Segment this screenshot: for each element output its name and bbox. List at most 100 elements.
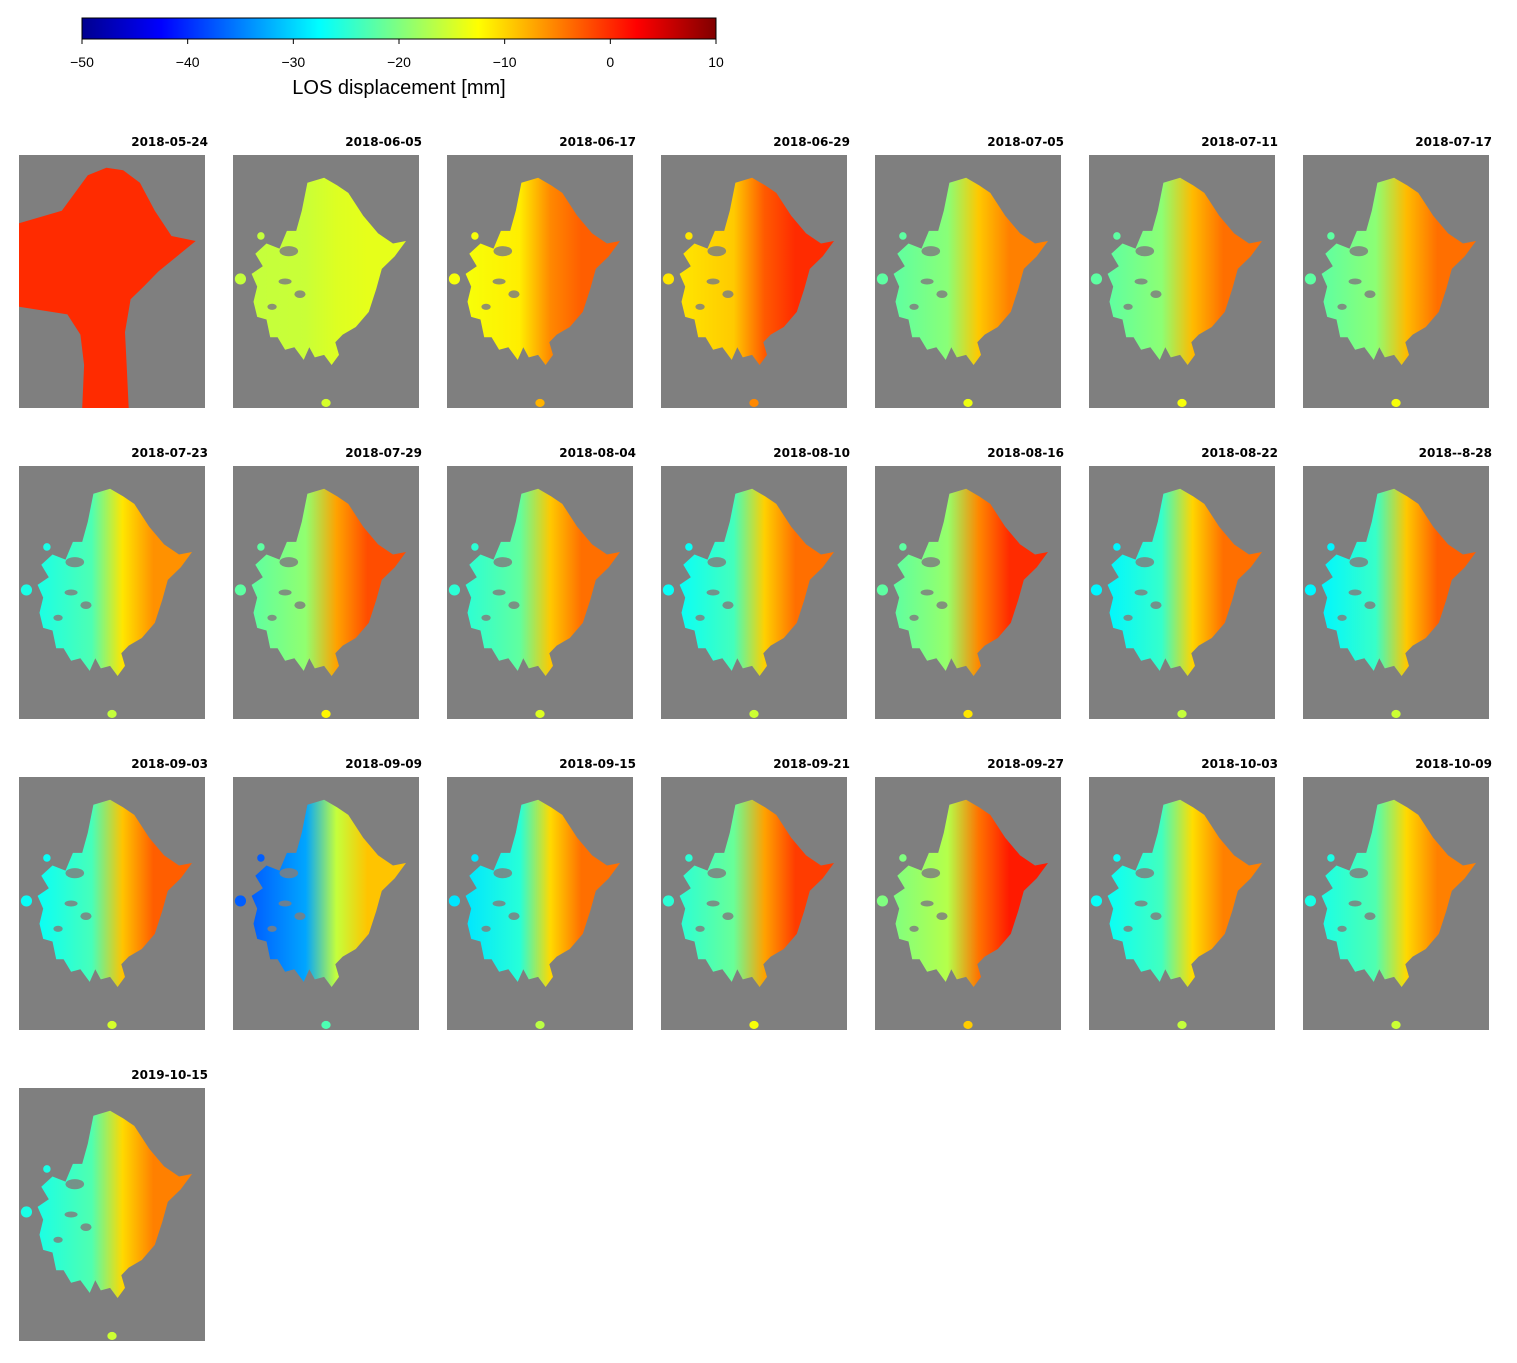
colorbar-label: LOS displacement [mm] xyxy=(292,77,505,99)
islet-region xyxy=(43,854,51,862)
panel-date-label: 2018-07-29 xyxy=(345,446,422,460)
panel-date-label: 2018-07-17 xyxy=(1415,135,1492,149)
colorbar-svg: −50 −40 −30 −20 −10 0 10 LOS displacement [mm] xyxy=(70,17,724,99)
islet-region xyxy=(749,709,759,718)
colorbar-gradient xyxy=(81,17,717,40)
panel-date-label: 2019-10-15 xyxy=(131,1068,208,1082)
displacement-map-svg xyxy=(448,177,620,407)
panel-date-label: 2018-05-24 xyxy=(131,135,208,149)
displacement-region xyxy=(893,799,1048,987)
panel-date-label: 2018-08-16 xyxy=(987,446,1064,460)
islet-region xyxy=(43,1165,51,1173)
displacement-region xyxy=(1107,177,1262,365)
no-data-gap xyxy=(267,614,277,621)
panel-date-label: 2018-08-10 xyxy=(773,446,850,460)
displacement-map-svg xyxy=(1090,488,1262,718)
panel-date-label: 2018-10-03 xyxy=(1201,757,1278,771)
no-data-gap xyxy=(921,246,941,257)
displacement-map-panel xyxy=(447,155,633,408)
islet-region xyxy=(471,854,479,862)
displacement-map-svg xyxy=(234,799,406,1029)
no-data-gap xyxy=(936,290,948,298)
islet-region xyxy=(448,584,461,596)
no-data-gap xyxy=(508,290,520,298)
displacement-region xyxy=(679,799,834,987)
panel-date-label: 2018-10-09 xyxy=(1415,757,1492,771)
islet-region xyxy=(257,543,265,551)
no-data-gap xyxy=(279,557,299,568)
displacement-map-panel xyxy=(875,777,1061,1030)
displacement-map-svg xyxy=(662,799,834,1029)
no-data-gap xyxy=(53,925,63,932)
displacement-map-panel xyxy=(661,155,847,408)
no-data-gap xyxy=(1364,601,1376,609)
no-data-gap xyxy=(1364,912,1376,920)
no-data-gap xyxy=(1150,601,1162,609)
no-data-gap xyxy=(1349,868,1369,879)
islet-region xyxy=(535,1020,545,1029)
islet-region xyxy=(20,584,33,596)
islet-region xyxy=(107,709,117,718)
displacement-map-panel xyxy=(661,466,847,719)
no-data-gap xyxy=(909,303,919,310)
islet-region xyxy=(1327,854,1335,862)
displacement-map-svg xyxy=(448,488,620,718)
islet-region xyxy=(1090,584,1103,596)
islet-region xyxy=(321,1020,331,1029)
islet-region xyxy=(448,273,461,285)
no-data-gap xyxy=(1134,589,1148,596)
no-data-gap xyxy=(53,614,63,621)
no-data-gap xyxy=(722,912,734,920)
islet-region xyxy=(234,584,247,596)
islet-region xyxy=(1113,854,1121,862)
no-data-gap xyxy=(1337,614,1347,621)
no-data-gap xyxy=(909,614,919,621)
displacement-map-svg xyxy=(1304,488,1476,718)
displacement-map-svg xyxy=(662,177,834,407)
displacement-region xyxy=(1321,488,1476,676)
displacement-region xyxy=(251,799,406,987)
displacement-map-panel xyxy=(1303,466,1489,719)
displacement-map-svg xyxy=(448,799,620,1029)
no-data-gap xyxy=(1348,278,1362,285)
no-data-gap xyxy=(267,925,277,932)
colorbar-tick-label: −10 xyxy=(493,54,517,70)
islet-region xyxy=(963,709,973,718)
islet-region xyxy=(1090,273,1103,285)
no-data-gap xyxy=(80,912,92,920)
islet-region xyxy=(107,1331,117,1340)
islet-region xyxy=(749,398,759,407)
no-data-gap xyxy=(508,912,520,920)
islet-region xyxy=(876,273,889,285)
no-data-gap xyxy=(1348,589,1362,596)
displacement-map-svg xyxy=(20,799,192,1029)
displacement-map-svg xyxy=(662,488,834,718)
no-data-gap xyxy=(1348,900,1362,907)
no-data-gap xyxy=(707,557,727,568)
islet-region xyxy=(257,232,265,240)
colorbar-tick-label: −40 xyxy=(176,54,200,70)
no-data-gap xyxy=(65,868,85,879)
islet-region xyxy=(107,1020,117,1029)
islet-region xyxy=(1327,543,1335,551)
panel-date-label: 2018-09-27 xyxy=(987,757,1064,771)
displacement-map-panel xyxy=(233,777,419,1030)
displacement-map-panel xyxy=(1303,777,1489,1030)
displacement-region xyxy=(37,799,192,987)
displacement-map-panel xyxy=(19,777,205,1030)
islet-region xyxy=(1391,398,1401,407)
panel-date-label: 2018--8-28 xyxy=(1418,446,1492,460)
panel-date-label: 2018-08-22 xyxy=(1201,446,1278,460)
no-data-gap xyxy=(64,900,78,907)
no-data-gap xyxy=(1123,925,1133,932)
islet-region xyxy=(1177,709,1187,718)
panel-date-label: 2018-07-23 xyxy=(131,446,208,460)
islet-region xyxy=(1177,398,1187,407)
islet-region xyxy=(662,273,675,285)
displacement-region xyxy=(251,488,406,676)
islet-region xyxy=(1177,1020,1187,1029)
no-data-gap xyxy=(65,557,85,568)
no-data-gap xyxy=(921,557,941,568)
islet-region xyxy=(257,854,265,862)
no-data-gap xyxy=(64,1211,78,1218)
